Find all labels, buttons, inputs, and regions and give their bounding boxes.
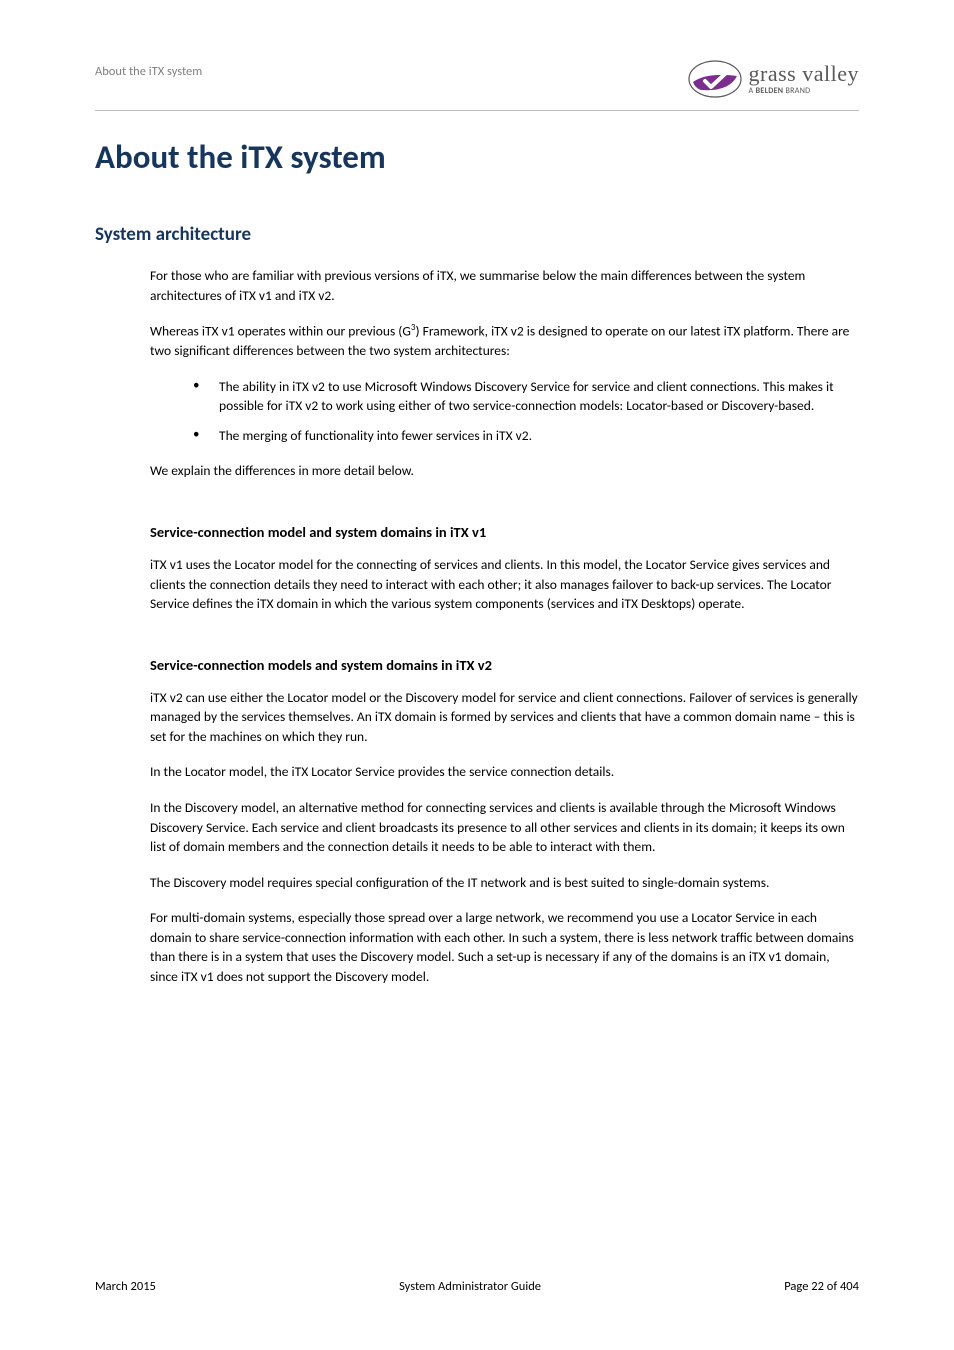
architecture-differences-list: The ability in iTX v2 to use Microsoft W…: [193, 377, 859, 446]
sub2-paragraph-5: For multi-domain systems, especially tho…: [150, 908, 859, 986]
subsection-heading-v2: Service-connection models and system dom…: [150, 656, 859, 674]
logo-brand-name: grass valley: [749, 63, 859, 85]
header-rule: [95, 110, 859, 111]
sub2-paragraph-2: In the Locator model, the iTX Locator Se…: [150, 762, 859, 782]
page-header: About the iTX system grass valley A BELD…: [95, 58, 859, 100]
logo-subline: A BELDEN BRAND: [749, 87, 859, 95]
section-heading: System architecture: [95, 223, 859, 246]
list-item: The merging of functionality into fewer …: [193, 426, 859, 446]
spacer: [95, 497, 859, 523]
subsection-heading-v1: Service-connection model and system doma…: [150, 523, 859, 541]
logo-subline-bold: BELDEN: [756, 86, 784, 96]
intro-paragraph-3: We explain the differences in more detai…: [150, 461, 859, 481]
intro-p2-before: Whereas iTX v1 operates within our previ…: [150, 323, 411, 340]
footer-doc-title: System Administrator Guide: [399, 1279, 541, 1294]
sub1-paragraph-1: iTX v1 uses the Locator model for the co…: [150, 555, 859, 614]
brand-logo: grass valley A BELDEN BRAND: [687, 58, 859, 100]
logo-subline-suffix: BRAND: [783, 86, 810, 96]
page-footer: March 2015 System Administrator Guide Pa…: [95, 1279, 859, 1294]
sub2-paragraph-4: The Discovery model requires special con…: [150, 873, 859, 893]
header-section-label: About the iTX system: [95, 58, 202, 79]
page-title: About the iTX system: [95, 137, 859, 177]
list-item: The ability in iTX v2 to use Microsoft W…: [193, 377, 859, 416]
footer-page-number: Page 22 of 404: [784, 1279, 859, 1294]
logo-subline-prefix: A: [749, 86, 756, 96]
sub2-paragraph-3: In the Discovery model, an alternative m…: [150, 798, 859, 857]
footer-date: March 2015: [95, 1279, 156, 1294]
logo-text: grass valley A BELDEN BRAND: [749, 63, 859, 95]
sub2-paragraph-1: iTX v2 can use either the Locator model …: [150, 688, 859, 747]
spacer: [95, 630, 859, 656]
document-page: About the iTX system grass valley A BELD…: [0, 0, 954, 1350]
intro-paragraph-2: Whereas iTX v1 operates within our previ…: [150, 321, 859, 361]
grassvalley-logo-icon: [687, 58, 743, 100]
intro-paragraph-1: For those who are familiar with previous…: [150, 266, 859, 305]
